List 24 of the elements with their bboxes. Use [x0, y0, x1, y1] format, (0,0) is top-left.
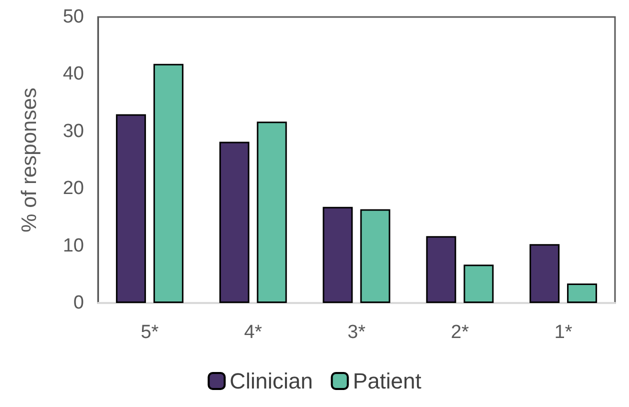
x-tick-label: 4*	[244, 322, 263, 343]
x-tick-label: 1*	[554, 322, 573, 343]
y-tick-label: 50	[62, 6, 84, 28]
bar	[219, 142, 250, 303]
y-tick-label: 30	[62, 120, 84, 142]
x-tick-label: 2*	[450, 322, 470, 343]
y-tick-label: 10	[62, 235, 84, 256]
bar	[426, 236, 456, 303]
bar	[567, 284, 598, 303]
x-tick-label: 5*	[140, 322, 160, 343]
bar	[464, 264, 494, 303]
bar	[530, 244, 560, 303]
bar	[153, 64, 184, 303]
legend-label: Patient	[352, 368, 422, 394]
bar	[322, 206, 353, 303]
y-tick-label: 0	[73, 292, 84, 314]
y-tick-label: 20	[62, 178, 84, 200]
y-tick-label: 40	[62, 64, 84, 85]
bar	[116, 114, 146, 303]
y-axis-title: % of responses	[18, 88, 41, 232]
bar	[256, 122, 287, 303]
legend-label: Clinician	[230, 368, 313, 394]
x-tick-label: 3*	[348, 322, 366, 343]
bar	[360, 209, 390, 303]
